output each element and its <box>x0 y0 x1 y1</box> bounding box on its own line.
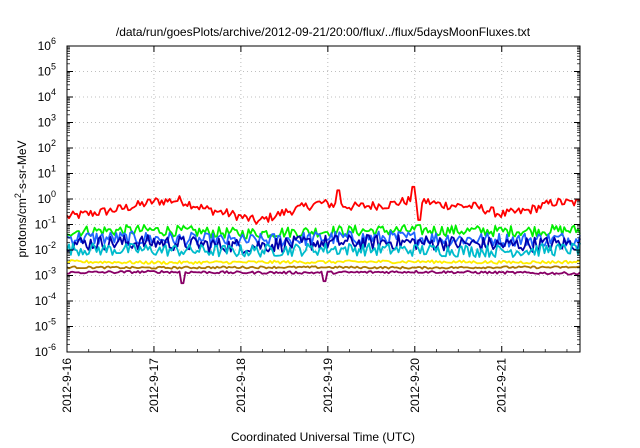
y-tick-exponent: 6 <box>51 36 56 46</box>
y-tick-base: 10 <box>35 269 49 283</box>
y-tick-exponent: -6 <box>48 342 56 352</box>
x-tick-label: 2012-9-20 <box>408 358 422 413</box>
y-tick-label: 102 <box>38 138 56 155</box>
x-axis-label: Coordinated Universal Time (UTC) <box>231 430 415 444</box>
x-axis-ticks: 2012-9-16 2012-9-17 2012-9-18 2012-9-19 2012… <box>60 46 568 413</box>
x-tick-label: 2012-9-21 <box>495 358 509 413</box>
y-axis-label-suffix: -s-sr-MeV <box>15 140 29 193</box>
y-tick-label: 105 <box>38 62 56 79</box>
y-tick-label: 10-1 <box>35 215 56 232</box>
grid-lines <box>67 46 580 352</box>
y-tick-base: 10 <box>38 116 52 130</box>
y-tick-exponent: -3 <box>48 266 56 276</box>
y-tick-exponent: -2 <box>48 240 56 250</box>
x-tick-label: 2012-9-17 <box>147 358 161 413</box>
y-tick-base: 10 <box>38 90 52 104</box>
y-tick-base: 10 <box>35 345 49 359</box>
y-tick-base: 10 <box>38 167 52 181</box>
y-tick-label: 10-3 <box>35 266 56 283</box>
y-tick-base: 10 <box>38 141 52 155</box>
y-tick-base: 10 <box>38 65 52 79</box>
y-tick-base: 10 <box>35 218 49 232</box>
y-tick-base: 10 <box>38 192 52 206</box>
y-tick-label: 104 <box>38 87 56 104</box>
y-tick-base: 10 <box>35 243 49 257</box>
y-tick-exponent: 1 <box>51 164 56 174</box>
y-tick-label: 10-6 <box>35 342 56 359</box>
series-line-5 <box>66 259 581 265</box>
y-tick-exponent: 4 <box>51 87 56 97</box>
series-line-3 <box>66 234 581 255</box>
y-axis-ticks: 10610510410310210110010-110-210-310-410-… <box>35 36 580 359</box>
y-tick-exponent: -4 <box>48 291 56 301</box>
y-axis-label-sup: 2 <box>13 193 23 198</box>
y-tick-label: 106 <box>38 36 56 53</box>
y-tick-exponent: -1 <box>48 215 56 225</box>
series-layer <box>66 185 581 285</box>
y-tick-exponent: -5 <box>48 317 56 327</box>
y-tick-exponent: 5 <box>51 62 56 72</box>
x-tick-label: 2012-9-19 <box>321 358 335 413</box>
y-tick-label: 101 <box>38 164 56 181</box>
y-tick-label: 10-5 <box>35 317 56 334</box>
y-tick-label: 10-4 <box>35 291 56 308</box>
x-tick-label: 2012-9-16 <box>60 358 74 413</box>
series-line-4 <box>66 242 581 258</box>
series-line-1 <box>66 224 581 240</box>
y-axis-label-prefix: protons/cm <box>15 198 29 257</box>
y-tick-label: 100 <box>38 189 56 206</box>
y-tick-exponent: 2 <box>51 138 56 148</box>
y-tick-base: 10 <box>35 294 49 308</box>
y-tick-exponent: 3 <box>51 113 56 123</box>
y-tick-label: 103 <box>38 113 56 130</box>
y-tick-base: 10 <box>38 39 52 53</box>
series-line-7 <box>66 269 581 285</box>
y-tick-label: 10-2 <box>35 240 56 257</box>
series-line-0 <box>66 185 581 225</box>
y-tick-base: 10 <box>35 320 49 334</box>
x-tick-label: 2012-9-18 <box>234 358 248 413</box>
y-tick-exponent: 0 <box>51 189 56 199</box>
y-axis-label: protons/cm2-s-sr-MeV <box>13 140 29 257</box>
series-line-6 <box>66 265 581 270</box>
chart-title: /data/run/goesPlots/archive/2012-09-21/2… <box>116 25 531 39</box>
